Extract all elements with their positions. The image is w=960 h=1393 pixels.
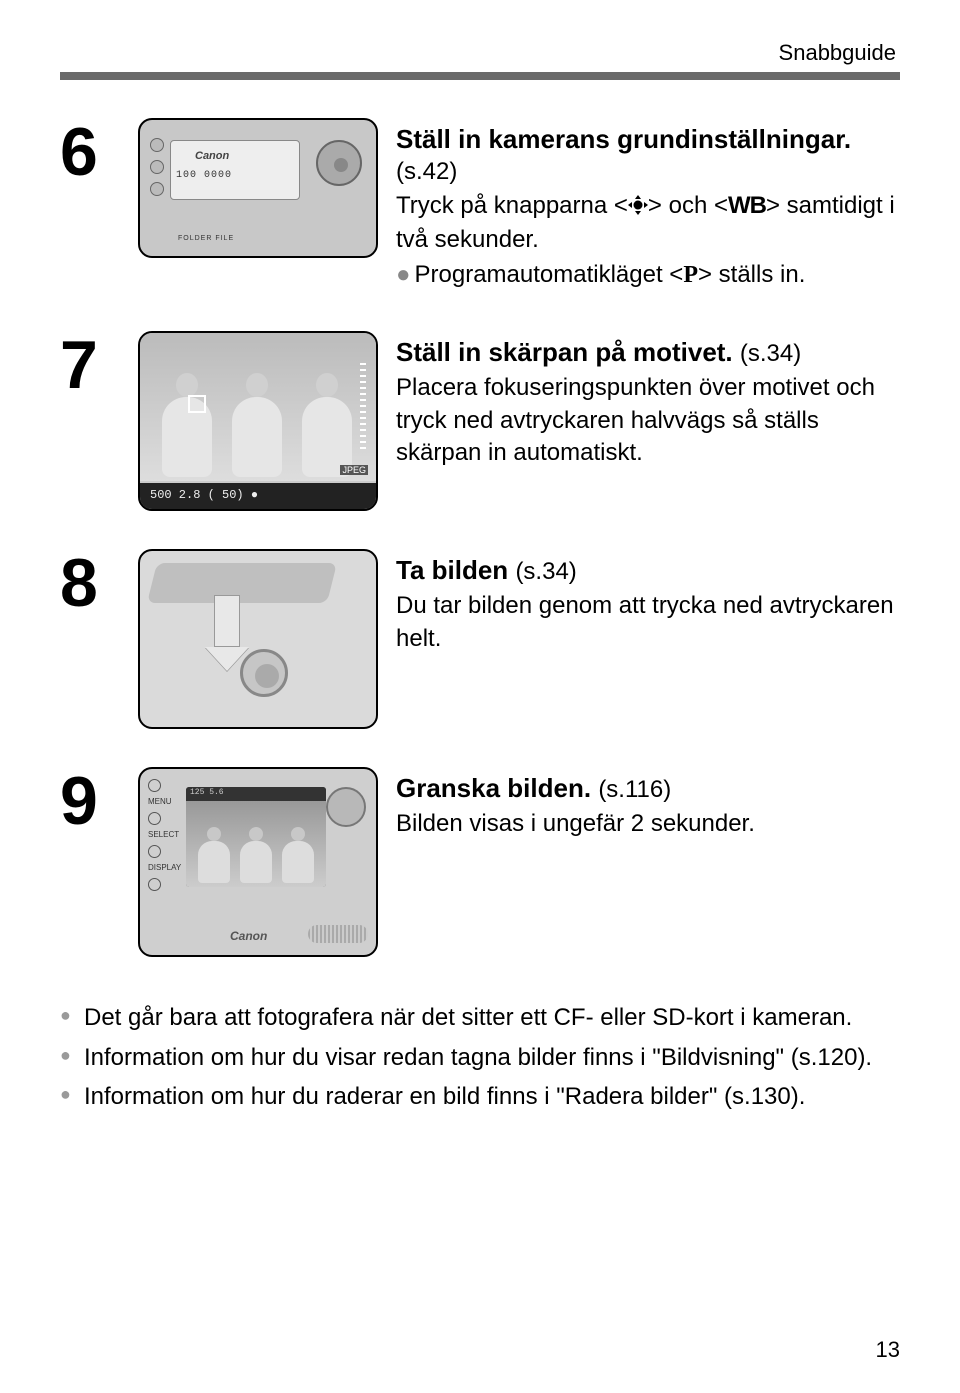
display-label: DISPLAY — [148, 863, 181, 872]
step-6-illustration: Canon 100 0000 FOLDER FILE — [138, 118, 378, 258]
page-number: 13 — [876, 1337, 900, 1363]
step-9-ref: (s.116) — [598, 776, 671, 803]
step-7-body: Placera fokuseringspunkten över motivet … — [396, 372, 900, 469]
step-6-title: Ställ in kamerans grundinställningar. — [396, 124, 851, 154]
step-7-ref: (s.34) — [740, 340, 801, 367]
step-6-text: Ställ in kamerans grundinställningar. (s… — [396, 118, 900, 293]
multicontroller-icon — [628, 192, 648, 224]
step-7-text: Ställ in skärpan på motivet. (s.34) Plac… — [396, 331, 900, 471]
step-8-text: Ta bilden (s.34) Du tar bilden genom att… — [396, 549, 900, 657]
header-rule — [60, 72, 900, 80]
step-8-illustration — [138, 549, 378, 729]
step-6-ref: (s.42) — [396, 158, 457, 185]
select-label: SELECT — [148, 830, 179, 839]
step-7-title: Ställ in skärpan på motivet. — [396, 337, 733, 367]
lcd-folder-label: FOLDER FILE — [178, 235, 234, 242]
step-6: 6 Canon 100 0000 FOLDER FILE Ställ in ka… — [60, 118, 900, 293]
header-title: Snabbguide — [60, 40, 900, 72]
menu-label: MENU — [148, 797, 172, 806]
step-7-illustration: JPEG 500 2.8 ( 50) ● — [138, 331, 378, 511]
wb-symbol: WB — [728, 192, 766, 219]
focus-point-icon — [188, 395, 206, 413]
step-8: 8 Ta bilden (s.34) Du tar bilden genom a… — [60, 549, 900, 729]
shutter-button-icon — [240, 649, 288, 697]
bullet-icon: ● — [396, 261, 411, 288]
note-item: Det går bara att fotografera när det sit… — [60, 1001, 900, 1035]
note-item: Information om hur du raderar en bild fi… — [60, 1080, 900, 1114]
step-number: 9 — [60, 767, 120, 835]
step-6-line1a: Tryck på knapparna < — [396, 192, 628, 219]
screen-topbar: 125 5.6 — [186, 787, 326, 801]
jpeg-badge: JPEG — [340, 465, 368, 475]
step-9: 9 MENU SELECT DISPLAY 125 5.6 Cano — [60, 767, 900, 957]
canon-logo: Canon — [230, 929, 267, 943]
step-6-line2b: > ställs in. — [698, 261, 805, 288]
step-8-body: Du tar bilden genom att trycka ned avtry… — [396, 590, 900, 655]
step-number: 6 — [60, 118, 120, 186]
viewfinder-bar: 500 2.8 ( 50) ● — [140, 483, 376, 509]
step-7: 7 JPEG 500 2.8 ( 50) ● Ställ in skärpan … — [60, 331, 900, 511]
note-item: Information om hur du visar redan tagna … — [60, 1041, 900, 1075]
step-6-line2a: Programautomatikläget < — [415, 261, 684, 288]
step-8-ref: (s.34) — [515, 558, 576, 585]
step-9-text: Granska bilden. (s.116) Bilden visas i u… — [396, 767, 900, 842]
step-9-illustration: MENU SELECT DISPLAY 125 5.6 Canon — [138, 767, 378, 957]
page-header: Snabbguide — [60, 40, 900, 80]
step-8-title: Ta bilden — [396, 555, 508, 585]
notes-list: Det går bara att fotografera när det sit… — [60, 1001, 900, 1114]
lcd-numbers: 100 0000 — [176, 170, 232, 181]
p-mode-symbol: P — [683, 262, 698, 288]
step-number: 7 — [60, 331, 120, 399]
canon-logo: Canon — [195, 150, 229, 162]
step-6-line1b: > och < — [648, 192, 728, 219]
step-9-body: Bilden visas i ungefär 2 sekunder. — [396, 808, 900, 840]
step-9-title: Granska bilden. — [396, 773, 591, 803]
step-number: 8 — [60, 549, 120, 617]
